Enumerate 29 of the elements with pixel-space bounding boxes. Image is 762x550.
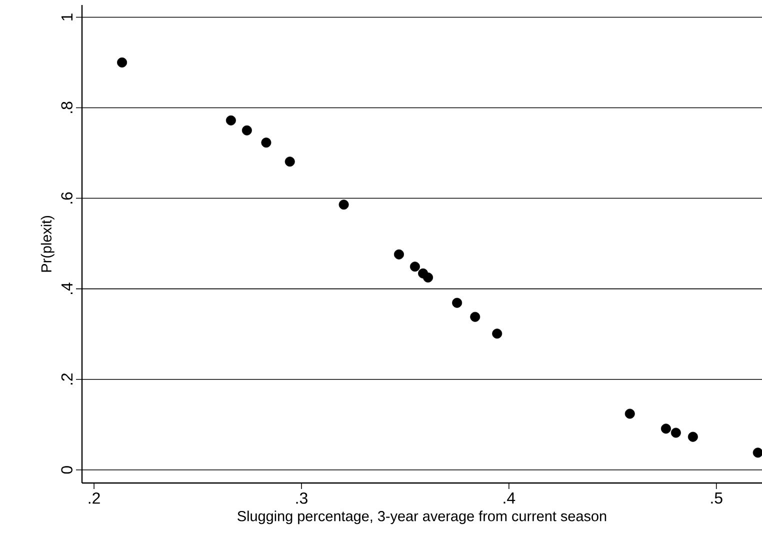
y-tick-label: .2 <box>61 373 72 385</box>
point <box>338 200 349 210</box>
y-tick-label: .8 <box>61 102 72 113</box>
point <box>470 312 480 322</box>
point <box>688 432 698 442</box>
point <box>452 298 462 308</box>
point <box>261 138 272 148</box>
x-tick-label: .2 <box>88 492 100 504</box>
point <box>660 424 671 434</box>
x-tick-label: .4 <box>504 492 516 504</box>
y-tick-label: 0 <box>61 466 72 474</box>
y-tick-label: .6 <box>61 192 72 204</box>
x-tick-label: .3 <box>296 492 308 504</box>
point <box>624 408 635 419</box>
point <box>394 249 404 260</box>
point <box>226 115 236 126</box>
point <box>410 262 420 272</box>
x-tick-label: .5 <box>711 492 722 504</box>
point <box>752 448 762 458</box>
point <box>423 272 434 282</box>
y-tick-label: .4 <box>62 282 72 294</box>
point <box>284 156 295 167</box>
y-axis-title: Pr(plexit) <box>40 216 54 272</box>
x-axis-title: Slugging percentage, 3-year average from current season <box>238 510 606 524</box>
point <box>242 125 252 136</box>
y-tick-label: 1 <box>62 14 72 20</box>
point <box>670 428 681 438</box>
point <box>117 57 128 68</box>
point <box>492 328 502 339</box>
